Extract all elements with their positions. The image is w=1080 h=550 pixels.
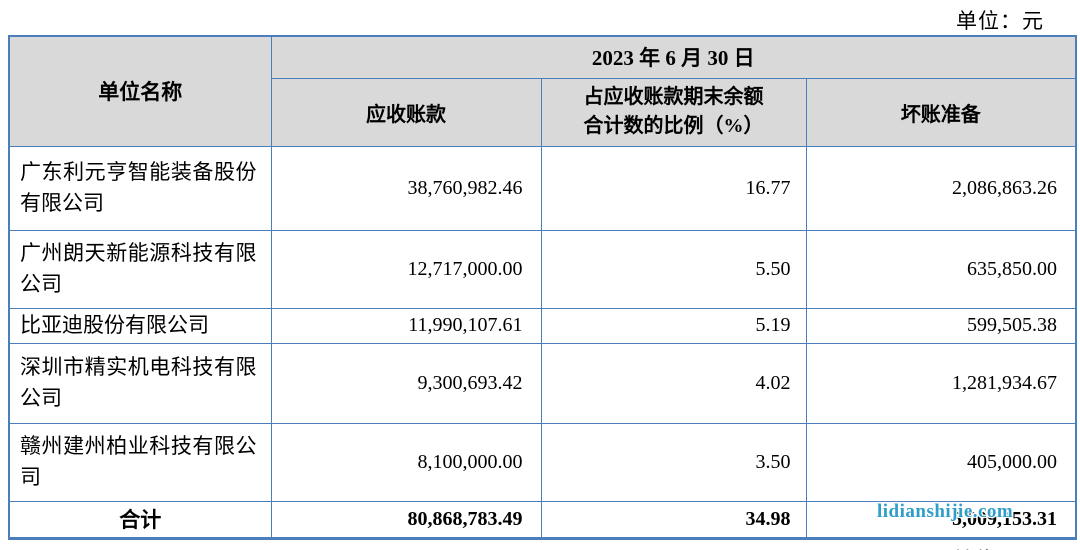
bad-debt-value: 2,086,863.26 [805,145,1077,231]
total-label: 合计 [8,500,272,539]
receivable-value: 12,717,000.00 [270,229,542,309]
table-row: 广东利元亨智能装备股份有限公司 38,760,982.46 16.77 2,08… [8,145,1077,231]
receivable-value: 9,300,693.42 [270,342,542,424]
table-row: 比亚迪股份有限公司 11,990,107.61 5.19 599,505.38 [8,307,1077,344]
company-name: 广东利元亨智能装备股份有限公司 [8,145,272,231]
bad-debt-value: 599,505.38 [805,307,1077,344]
header-ratio-line1: 占应收账款期末余额 [583,86,764,108]
header-company: 单位名称 [8,35,272,147]
ratio-value: 3.50 [540,422,807,502]
header-ratio-line2: 合计数的比例（%） [583,115,764,137]
header-row-columns: 应收账款 占应收账款期末余额 合计数的比例（%） 坏账准备 [9,77,1077,147]
ratio-value: 16.77 [540,145,807,231]
ratio-value: 5.19 [540,307,807,344]
bad-debt-value: 1,281,934.67 [805,342,1077,424]
table-row: 赣州建州柏业科技有限公司 8,100,000.00 3.50 405,000.0… [8,422,1077,502]
company-name: 赣州建州柏业科技有限公司 [8,422,272,502]
company-name: 广州朗天新能源科技有限公司 [8,229,272,309]
company-name: 深圳市精实机电科技有限公司 [8,342,272,424]
header-bad-debt: 坏账准备 [805,77,1077,147]
receivable-value: 11,990,107.61 [270,307,542,344]
header-receivable: 应收账款 [270,77,542,147]
header-date-group: 2023 年 6 月 30 日 [270,35,1077,79]
company-name: 比亚迪股份有限公司 [8,307,272,344]
unit-label: 单位：元 [956,9,1044,33]
site-watermark: lidianshijie.com [877,501,1014,522]
total-row: 合计 80,868,783.49 34.98 5,009,153.31 [8,500,1077,539]
header-row-date: 单位名称 2023 年 6 月 30 日 [8,35,1077,147]
total-ratio-value: 34.98 [540,500,807,539]
receivable-value: 38,760,982.46 [270,145,542,231]
total-bad-debt-value: 5,009,153.31 [805,500,1077,539]
bad-debt-value: 405,000.00 [805,422,1077,502]
receivables-table: 单位名称 2023 年 6 月 30 日 应收账款 占应收账款期末余额 合计数的… [8,35,1078,540]
ratio-value: 4.02 [540,342,807,424]
receivable-value: 8,100,000.00 [270,422,542,502]
ratio-value: 5.50 [540,229,807,309]
bad-debt-value: 635,850.00 [805,229,1077,309]
header-ratio: 占应收账款期末余额 合计数的比例（%） [540,77,807,147]
table-row: 深圳市精实机电科技有限公司 9,300,693.42 4.02 1,281,93… [8,342,1077,424]
unit-label-bottom-cutoff: 单位：元 [952,544,1040,550]
total-receivable-value: 80,868,783.49 [270,500,542,539]
table-row: 广州朗天新能源科技有限公司 12,717,000.00 5.50 635,850… [8,229,1077,309]
